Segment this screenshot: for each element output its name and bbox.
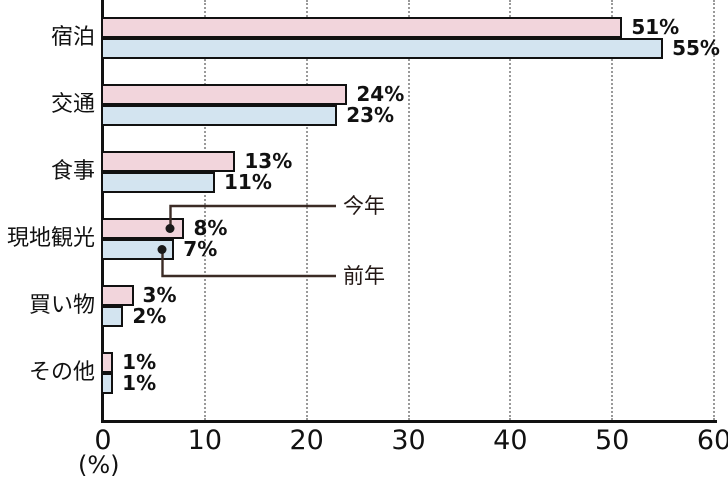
value-label-今年-交通: 24% (356, 82, 405, 106)
value-label-前年-交通: 23% (346, 103, 395, 127)
x-tick-label-50: 50 (594, 425, 630, 456)
bar-今年-交通 (101, 84, 347, 105)
legend-label-prev-year: 前年 (343, 264, 385, 288)
value-label-前年-現地観光: 7% (183, 237, 218, 261)
category-label-宿泊: 宿泊 (50, 25, 95, 50)
gridline-50 (611, 0, 614, 420)
category-label-食事: 食事 (50, 159, 95, 184)
category-label-交通: 交通 (50, 92, 95, 117)
gridline-20 (305, 0, 308, 420)
x-tick-label-30: 30 (391, 425, 426, 456)
gridline-30 (407, 0, 410, 420)
category-label-その他: その他 (28, 360, 95, 385)
bar-前年-その他 (101, 373, 113, 394)
x-axis-unit-label: (%) (78, 451, 120, 479)
value-label-前年-その他: 1% (122, 371, 157, 395)
x-tick-label-40: 40 (493, 425, 528, 456)
x-tick-label-0: 0 (94, 425, 112, 456)
value-label-前年-宿泊: 55% (672, 36, 720, 60)
value-label-今年-その他: 1% (122, 350, 157, 374)
bar-前年-現地観光 (101, 239, 174, 260)
y-axis-line (101, 0, 104, 423)
bar-前年-宿泊 (101, 38, 663, 59)
value-label-今年-食事: 13% (244, 149, 293, 173)
bar-今年-その他 (101, 352, 113, 373)
bar-前年-買い物 (101, 306, 123, 327)
legend-label-this-year: 今年 (343, 194, 385, 218)
x-axis-line (101, 420, 717, 423)
bar-今年-買い物 (101, 285, 134, 306)
value-label-今年-買い物: 3% (142, 283, 177, 307)
value-label-前年-買い物: 2% (132, 304, 167, 328)
x-tick-label-20: 20 (289, 425, 324, 456)
bar-今年-現地観光 (101, 218, 184, 239)
category-label-現地観光: 現地観光 (6, 226, 95, 251)
bar-前年-食事 (101, 172, 215, 193)
value-label-前年-食事: 11% (224, 170, 272, 194)
value-label-今年-宿泊: 51% (631, 15, 680, 39)
bar-今年-宿泊 (101, 17, 622, 38)
x-tick-label-60: 60 (696, 425, 728, 456)
gridline-10 (203, 0, 206, 420)
bar-今年-食事 (101, 151, 235, 172)
x-tick-label-10: 10 (187, 425, 222, 456)
category-label-買い物: 買い物 (28, 293, 95, 318)
value-label-今年-現地観光: 8% (193, 216, 228, 240)
gridline-60 (713, 0, 715, 420)
gridline-40 (509, 0, 512, 420)
bar-前年-交通 (101, 105, 337, 126)
